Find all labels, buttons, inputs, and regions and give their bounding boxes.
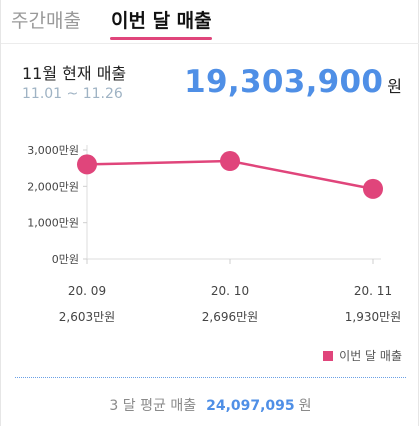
x-tick-label: 20. 11: [354, 284, 392, 298]
data-point: [77, 154, 97, 175]
tab-weekly-sales[interactable]: 주간매출: [11, 10, 81, 32]
x-tick-label: 20. 09: [68, 284, 106, 298]
sales-line-chart: 0만원 1,000만원 2,000만원 3,000만원 20. 09 2,603만원 20.…: [27, 144, 401, 324]
tab-monthly-sales[interactable]: 이번 달 매출: [111, 10, 212, 32]
data-label: 2,603만원: [59, 310, 115, 324]
summary-title: 11월 현재 매출: [22, 64, 127, 83]
total-sales: 19,303,900 원: [184, 64, 402, 100]
y-tick-label: 1,000만원: [27, 217, 79, 230]
data-label: 2,696만원: [202, 310, 258, 324]
average-sales: 3 달 평균 매출 24,097,095 원: [1, 395, 419, 415]
legend-swatch: [323, 350, 334, 361]
average-unit: 원: [298, 398, 312, 414]
data-point: [220, 151, 240, 172]
divider: [15, 377, 406, 378]
legend-label: 이번 달 매출: [339, 349, 402, 363]
active-tab-indicator: [110, 37, 212, 40]
y-tick-label: 0만원: [52, 253, 79, 266]
data-point: [363, 178, 383, 199]
total-sales-unit: 원: [387, 77, 402, 96]
data-label: 1,930만원: [345, 310, 401, 324]
y-tick-label: 2,000만원: [27, 180, 79, 193]
x-tick-label: 20. 10: [211, 284, 249, 298]
date-range: 11.01 ~ 11.26: [22, 86, 123, 102]
average-value: 24,097,095: [206, 398, 295, 414]
y-tick-label: 3,000만원: [27, 144, 79, 157]
chart-legend: 이번 달 매출: [323, 347, 402, 364]
average-label: 3 달 평균 매출: [109, 398, 197, 414]
total-sales-value: 19,303,900: [184, 64, 384, 100]
tab-bar: 주간매출 이번 달 매출: [1, 0, 419, 44]
